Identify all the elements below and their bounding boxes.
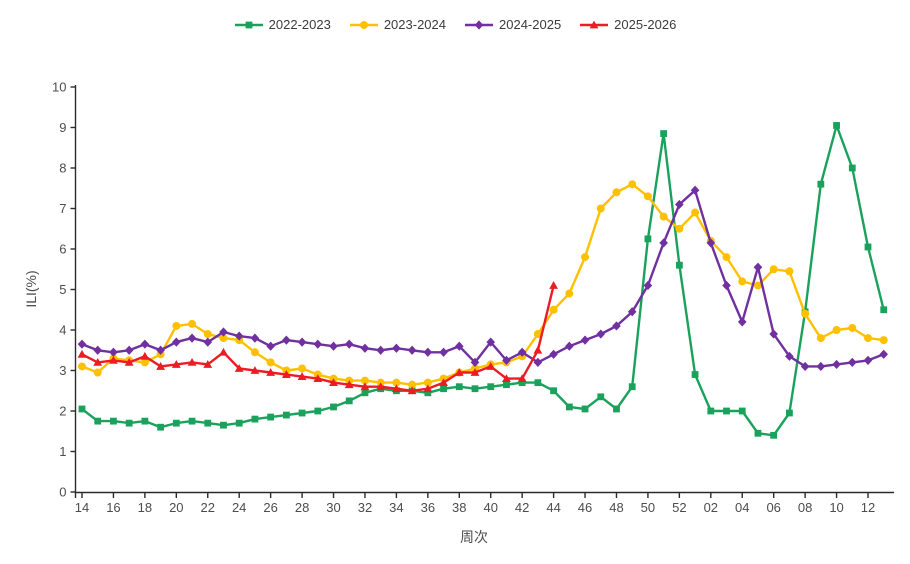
svg-text:40: 40	[483, 500, 497, 515]
svg-text:2: 2	[59, 404, 66, 419]
legend-item-2023-2024[interactable]: 2023-2024	[349, 17, 446, 32]
series-2025-2026	[77, 281, 558, 395]
svg-text:42: 42	[515, 500, 529, 515]
svg-text:28: 28	[295, 500, 309, 515]
legend-item-2025-2026[interactable]: 2025-2026	[579, 17, 676, 32]
svg-text:46: 46	[578, 500, 592, 515]
x-axis-title: 周次	[460, 529, 488, 545]
triangle-marker-icon	[580, 20, 609, 28]
square-marker-icon	[234, 21, 263, 28]
svg-text:3: 3	[59, 363, 66, 378]
svg-text:34: 34	[389, 500, 403, 515]
svg-text:10: 10	[829, 500, 843, 515]
svg-text:08: 08	[798, 500, 812, 515]
svg-text:9: 9	[59, 120, 66, 135]
legend-label: 2022-2023	[268, 17, 331, 32]
svg-text:38: 38	[452, 500, 466, 515]
svg-text:7: 7	[59, 201, 66, 216]
svg-text:1: 1	[59, 444, 66, 459]
svg-text:0: 0	[59, 485, 66, 500]
svg-text:22: 22	[201, 500, 215, 515]
series-2022-2023	[78, 122, 888, 439]
svg-text:6: 6	[59, 242, 66, 257]
svg-text:44: 44	[546, 500, 560, 515]
svg-text:26: 26	[263, 500, 277, 515]
svg-text:24: 24	[232, 500, 246, 515]
legend-item-2024-2025[interactable]: 2024-2025	[464, 17, 561, 32]
svg-text:06: 06	[766, 500, 780, 515]
series-2023-2024	[78, 180, 888, 389]
svg-text:02: 02	[704, 500, 718, 515]
svg-text:30: 30	[326, 500, 340, 515]
svg-text:8: 8	[59, 161, 66, 176]
legend-label: 2023-2024	[383, 17, 446, 32]
chart-legend: 2022-2023 2023-2024 2024-2025 2025-2026	[0, 17, 910, 32]
series-2024-2025	[77, 185, 889, 372]
svg-text:32: 32	[358, 500, 372, 515]
svg-text:10: 10	[52, 80, 66, 95]
svg-text:14: 14	[75, 500, 89, 515]
svg-text:50: 50	[641, 500, 655, 515]
svg-text:4: 4	[59, 323, 66, 338]
svg-text:36: 36	[421, 500, 435, 515]
svg-text:18: 18	[138, 500, 152, 515]
legend-label: 2025-2026	[614, 17, 677, 32]
svg-text:52: 52	[672, 500, 686, 515]
circle-marker-icon	[349, 20, 378, 29]
svg-text:12: 12	[861, 500, 875, 515]
diamond-marker-icon	[465, 19, 493, 30]
svg-text:5: 5	[59, 282, 66, 297]
svg-text:16: 16	[106, 500, 120, 515]
svg-text:20: 20	[169, 500, 183, 515]
svg-text:04: 04	[735, 500, 749, 515]
svg-text:48: 48	[609, 500, 623, 515]
legend-label: 2024-2025	[499, 17, 562, 32]
y-axis-title: ILI(%)	[23, 270, 39, 308]
legend-item-2022-2023[interactable]: 2022-2023	[234, 17, 331, 32]
